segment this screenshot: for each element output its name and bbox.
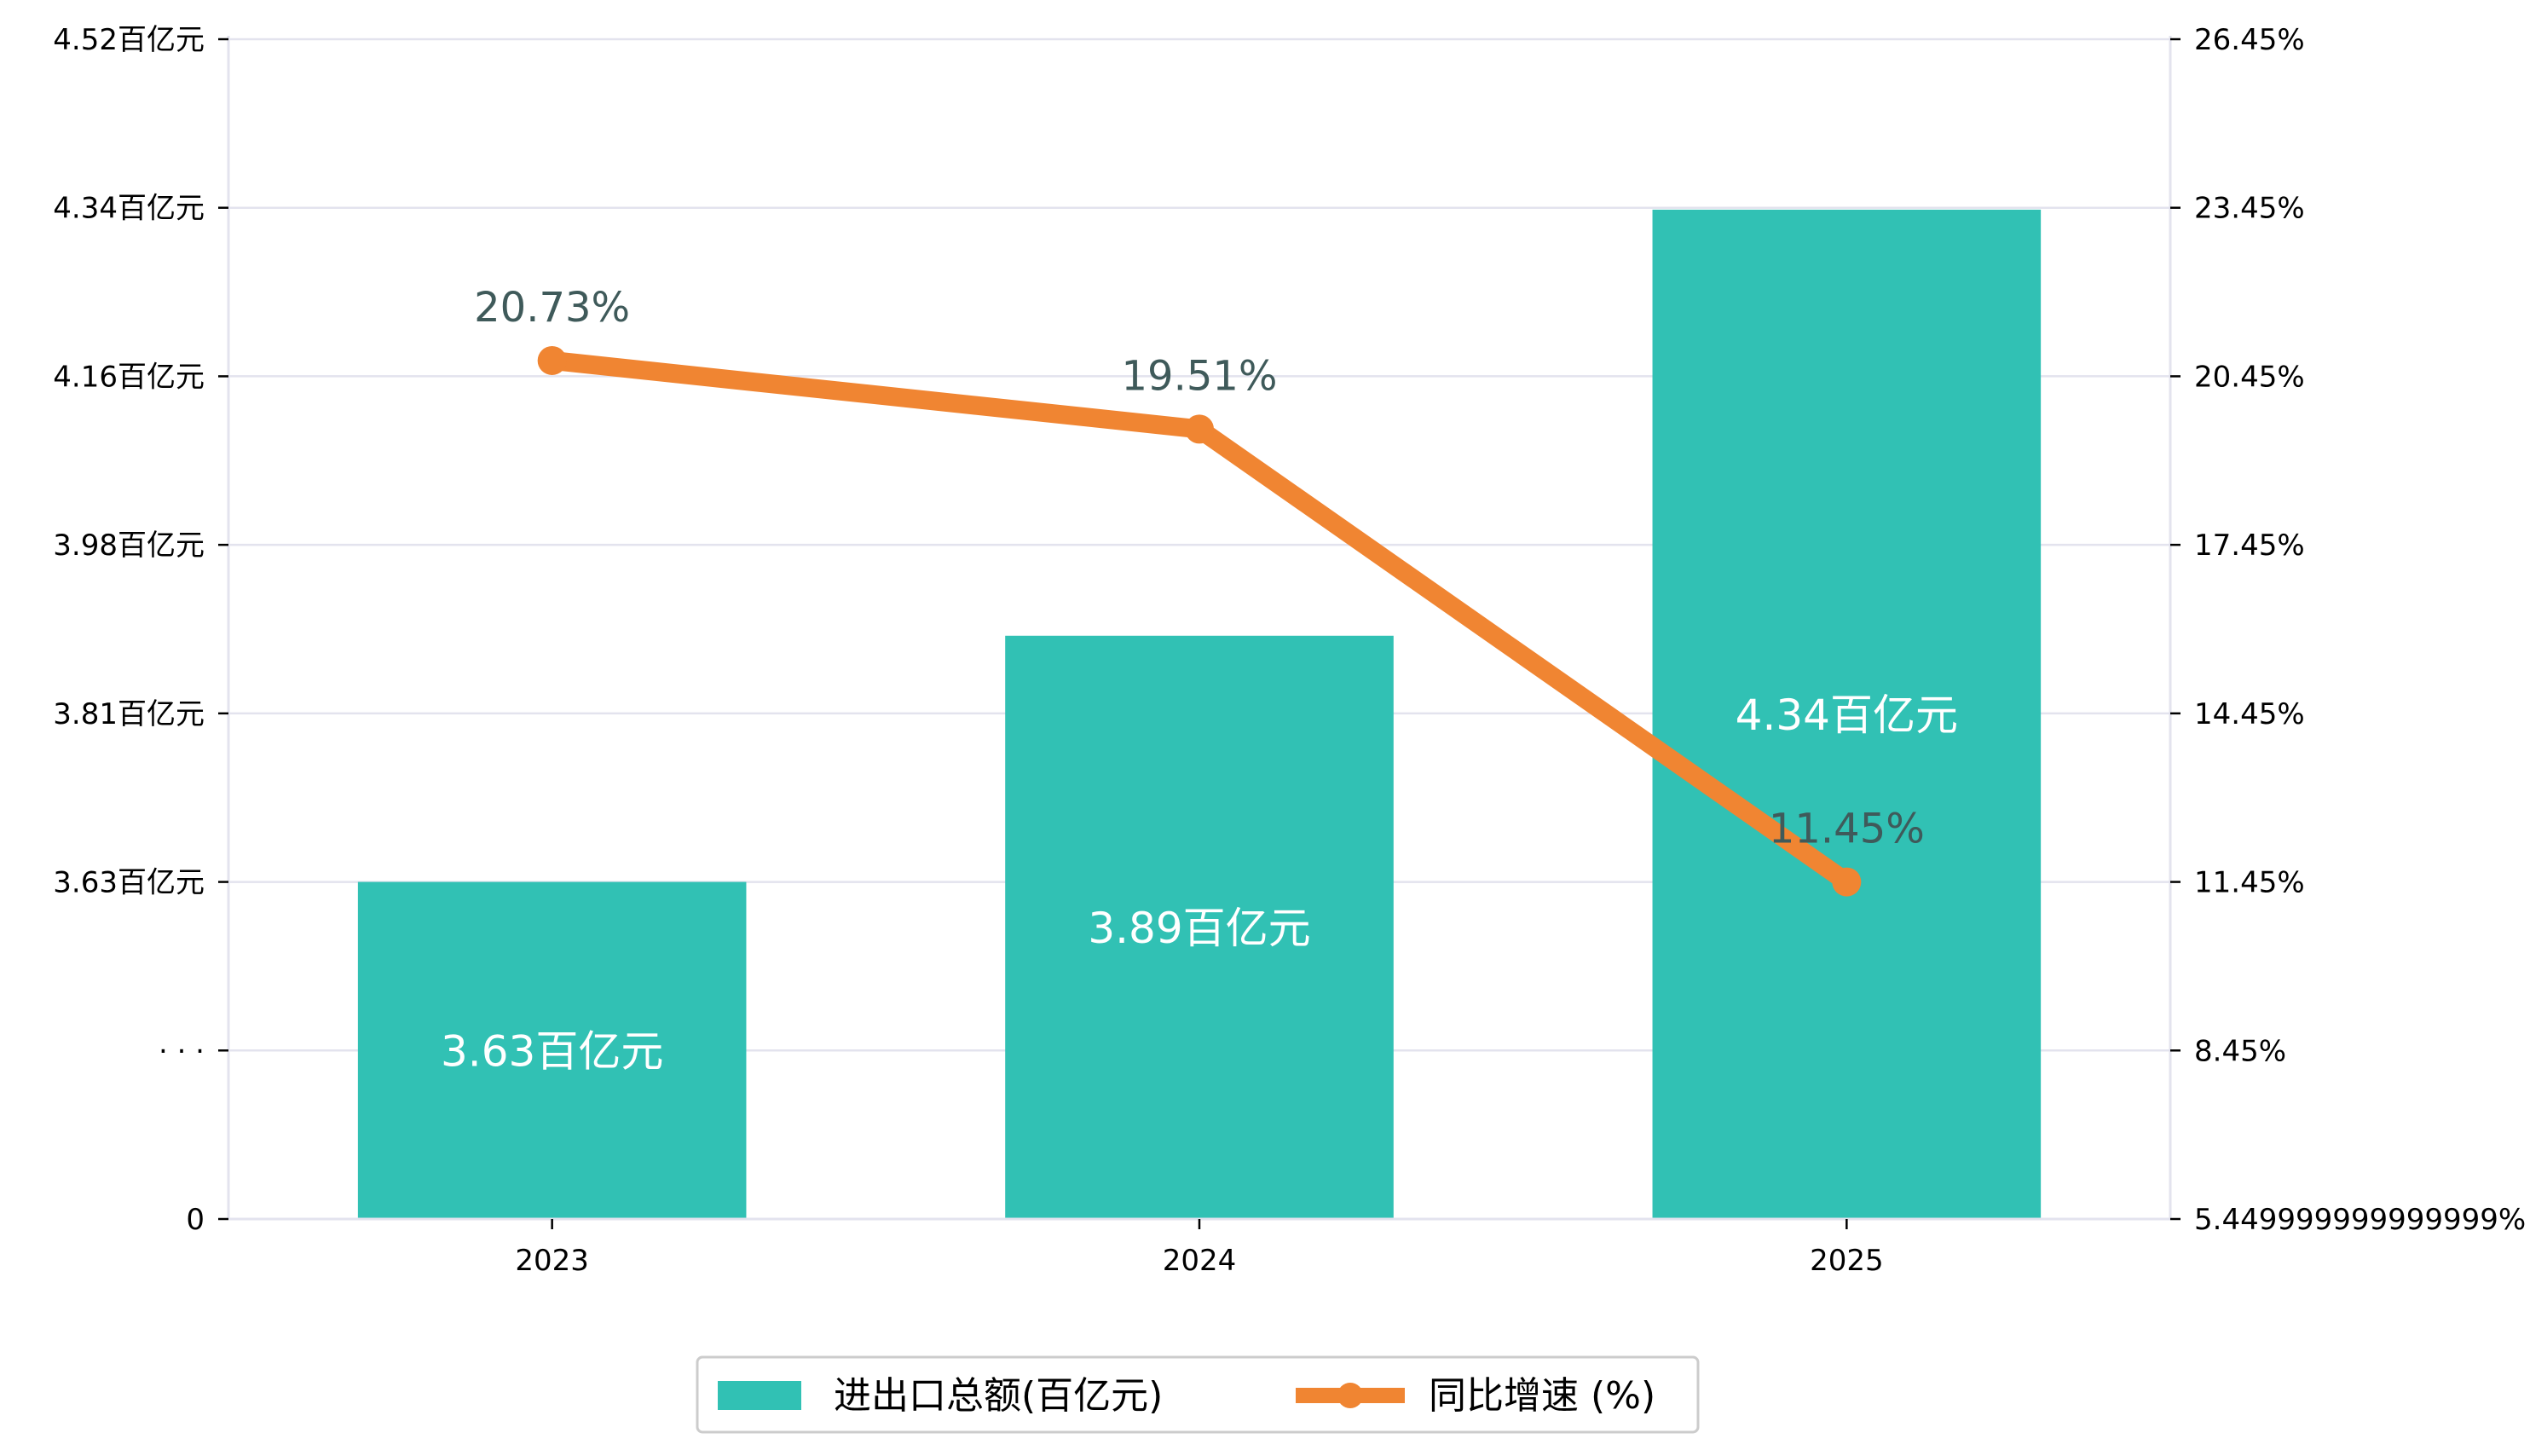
legend-line-marker <box>1337 1383 1363 1408</box>
growth-line-point <box>1832 867 1862 897</box>
axes: 0 · · · 3.63百亿元 3.81百亿元 3.98百亿元 4.16百亿元 4.34百亿… <box>53 23 2526 1278</box>
x-axis-tick-label: 2024 <box>1163 1244 1237 1278</box>
bar-data-label: 3.63百亿元 <box>441 1026 663 1076</box>
growth-line-point <box>1185 414 1214 444</box>
legend-bar-label: 进出口总额(百亿元) <box>834 1374 1163 1418</box>
left-axis-tick-label: 3.63百亿元 <box>53 866 205 900</box>
bars <box>357 209 2042 1219</box>
legend: 进出口总额(百亿元) 同比增速 (%) <box>696 1355 1700 1434</box>
bar <box>1005 635 1394 1219</box>
x-axis-tick-label: 2023 <box>515 1244 589 1278</box>
left-axis-tick-label: 3.98百亿元 <box>53 529 205 563</box>
left-axis-tick-label: 0 <box>186 1203 205 1237</box>
right-axis-tick-label: 17.45% <box>2194 529 2305 563</box>
right-axis-tick-label: 26.45% <box>2194 23 2305 57</box>
legend-frame <box>696 1355 1700 1434</box>
line-data-label: 19.51% <box>1121 352 1277 400</box>
left-axis-tick-label: 4.34百亿元 <box>53 192 205 226</box>
left-axis-tick-label: · · · <box>159 1034 205 1068</box>
left-axis-tick-label: 4.16百亿元 <box>53 360 205 394</box>
legend-bar-swatch <box>718 1381 801 1410</box>
bar <box>357 881 747 1219</box>
data-labels: 3.63百亿元 3.89百亿元 4.34百亿元 20.73% 19.51% 11.45% <box>441 284 1958 1076</box>
line-data-label: 20.73% <box>474 284 630 332</box>
right-axis-tick-label: 11.45% <box>2194 866 2305 900</box>
line-data-label: 11.45% <box>1769 806 1925 853</box>
bar-data-label: 3.89百亿元 <box>1088 904 1310 953</box>
legend-line-label: 同比增速 (%) <box>1429 1374 1655 1418</box>
x-axis-tick-label: 2025 <box>1810 1244 1884 1278</box>
right-axis-tick-label: 23.45% <box>2194 192 2305 226</box>
right-axis-tick-label: 8.45% <box>2194 1034 2286 1068</box>
bar <box>1652 209 2042 1219</box>
right-axis-tick-label: 20.45% <box>2194 360 2305 394</box>
left-axis-tick-label: 4.52百亿元 <box>53 23 205 57</box>
left-axis-tick-label: 3.81百亿元 <box>53 697 205 731</box>
growth-line <box>537 345 1862 897</box>
right-axis-tick-label: 5.449999999999999% <box>2194 1203 2526 1237</box>
growth-line-point <box>537 345 567 375</box>
right-axis-tick-label: 14.45% <box>2194 697 2305 731</box>
bar-data-label: 4.34百亿元 <box>1736 690 1958 740</box>
